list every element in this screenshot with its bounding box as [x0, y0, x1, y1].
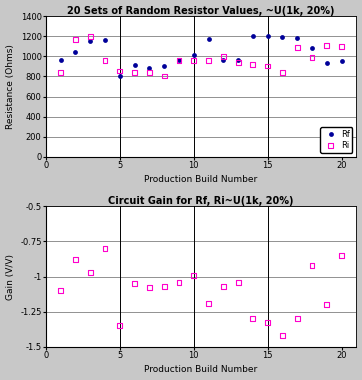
Point [161, 283, 167, 290]
Rf [58, 57, 63, 63]
Point [72, 256, 78, 263]
Rf [220, 57, 226, 63]
Point [309, 262, 315, 268]
Rf [265, 33, 270, 40]
Rf [294, 35, 300, 41]
Rf [117, 73, 123, 79]
Rf [309, 45, 315, 51]
Rf [102, 37, 108, 43]
Point [191, 272, 197, 278]
Point [117, 323, 123, 329]
Legend: Rf, Ri: Rf, Ri [320, 127, 352, 152]
Rf [147, 65, 152, 71]
Rf [235, 57, 241, 63]
Rf [132, 62, 138, 68]
Ri [220, 54, 226, 60]
Rf [87, 38, 93, 44]
Point [235, 279, 241, 285]
Rf [250, 33, 256, 40]
Ri [265, 63, 270, 69]
Y-axis label: Gain (V/V): Gain (V/V) [5, 253, 14, 299]
Ri [87, 34, 93, 40]
Ri [309, 54, 315, 60]
Ri [324, 43, 330, 49]
Point [294, 316, 300, 322]
Ri [72, 36, 78, 43]
Point [339, 252, 345, 258]
Rf [161, 63, 167, 70]
Rf [339, 58, 345, 64]
Ri [161, 73, 167, 79]
Point [250, 316, 256, 322]
Ri [176, 57, 182, 63]
Point [206, 300, 211, 306]
Ri [58, 70, 63, 76]
Point [102, 245, 108, 252]
Point [147, 285, 152, 291]
Rf [279, 34, 285, 40]
Ri [147, 70, 152, 76]
Ri [132, 70, 138, 76]
Point [176, 279, 182, 285]
Point [324, 302, 330, 308]
Rf [324, 60, 330, 66]
Ri [117, 68, 123, 74]
Title: 20 Sets of Random Resistor Values, ~U(1k, 20%): 20 Sets of Random Resistor Values, ~U(1k… [67, 6, 335, 16]
Ri [235, 59, 241, 65]
X-axis label: Production Build Number: Production Build Number [144, 176, 258, 184]
Point [279, 332, 285, 339]
Ri [250, 62, 256, 68]
Rf [191, 52, 197, 58]
Y-axis label: Resistance (Ohms): Resistance (Ohms) [6, 44, 15, 129]
Point [58, 288, 63, 294]
Ri [206, 57, 211, 63]
Point [132, 280, 138, 287]
Title: Circuit Gain for Rf, Ri~U(1k, 20%): Circuit Gain for Rf, Ri~U(1k, 20%) [108, 196, 294, 206]
Rf [72, 49, 78, 55]
Ri [279, 70, 285, 76]
Ri [191, 57, 197, 63]
Rf [206, 36, 211, 43]
Ri [339, 43, 345, 49]
Point [87, 269, 93, 275]
Ri [102, 57, 108, 63]
Point [220, 283, 226, 290]
Point [265, 320, 270, 326]
Rf [176, 57, 182, 63]
Ri [294, 44, 300, 51]
X-axis label: Production Build Number: Production Build Number [144, 366, 258, 374]
